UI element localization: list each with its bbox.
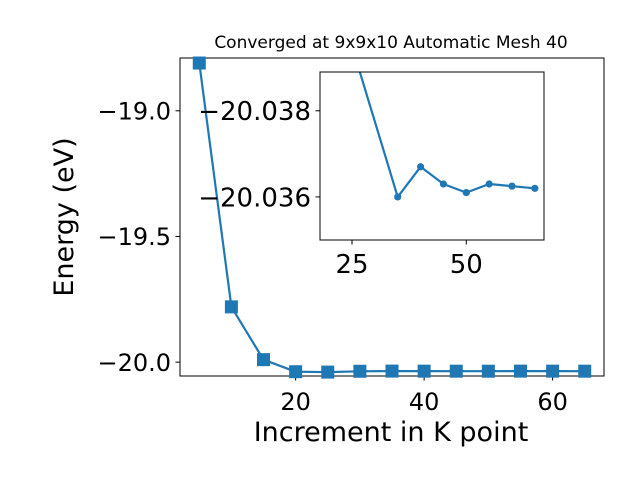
y-axis-label: Energy (eV) [49,137,80,296]
main-data-point [289,365,303,379]
main-y-tick-label: −19.0 [97,97,171,125]
main-data-point [578,364,592,378]
main-data-point [257,353,271,367]
x-axis-label: Increment in K point [254,417,529,448]
main-data-point [513,364,527,378]
inset-data-point [416,163,425,171]
main-data-point [224,300,238,314]
inset-series [358,72,539,201]
inset-y-tick-label: −20.038 [198,97,311,127]
main-data-point [417,364,431,378]
main-x-tick-label: 60 [537,388,568,416]
main-x-tick-label: 40 [409,388,440,416]
inset-data-point [485,180,493,188]
inset-y-tick-label: −20.036 [198,183,311,213]
inset-data-point [394,193,402,201]
main-data-point [321,365,335,379]
main-data-point [481,364,495,378]
inset-data-point [508,182,516,190]
inset-background [320,72,544,240]
inset-axes-frame [319,71,545,241]
main-x-tick-label: 20 [280,388,311,416]
main-y-ticks: −19.0 −19.5 −20.0 [97,97,180,377]
inset-y-ticks: −20.038 −20.036 [198,97,320,213]
inset-data-point [462,189,470,197]
inset-data-point [439,180,448,188]
main-data-point [546,364,560,378]
main-data-point [385,364,399,378]
inset-x-tick-label: 25 [335,250,368,280]
inset-series-line [358,72,536,198]
inset-x-tick-label: 50 [450,250,483,280]
main-data-point [192,56,206,70]
main-y-tick-label: −19.5 [97,223,171,251]
chart-title: Converged at 9x9x10 Automatic Mesh 40 [214,33,567,53]
main-y-tick-label: −20.0 [97,349,171,377]
inset-x-ticks: 25 50 [335,240,483,280]
main-data-point [449,364,463,378]
inset-data-point [531,184,539,192]
main-data-point [353,364,367,378]
main-series [192,56,592,379]
